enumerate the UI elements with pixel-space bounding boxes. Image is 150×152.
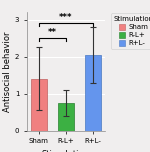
- Bar: [58, 103, 74, 131]
- Text: ***: ***: [59, 13, 73, 22]
- Legend: Sham, R-L+, R+L-: Sham, R-L+, R+L-: [111, 13, 150, 49]
- X-axis label: Stimulation: Stimulation: [42, 150, 90, 152]
- Y-axis label: Antisocial behavior: Antisocial behavior: [3, 31, 12, 112]
- Bar: [85, 55, 101, 131]
- Bar: [31, 79, 47, 131]
- Text: **: **: [48, 28, 57, 37]
